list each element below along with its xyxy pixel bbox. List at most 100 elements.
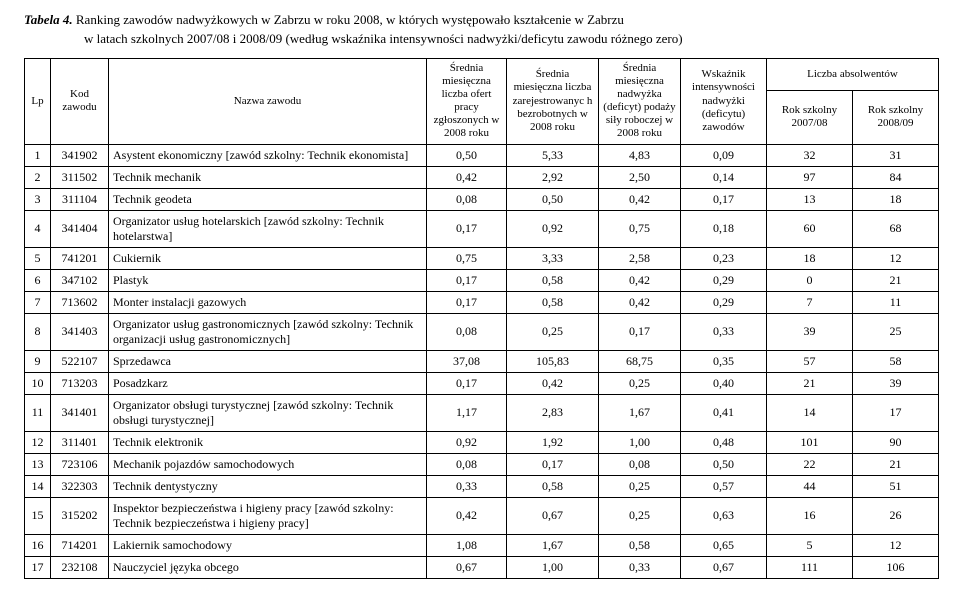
cell-kod: 315202 (51, 497, 109, 534)
cell-name: Cukiernik (109, 247, 427, 269)
cell-value: 0,75 (427, 247, 507, 269)
th-nazwa: Nazwa zawodu (109, 58, 427, 144)
cell-value: 2,92 (507, 166, 599, 188)
cell-value: 0,33 (681, 313, 767, 350)
th-abs-0809: Rok szkolny 2008/09 (853, 91, 939, 145)
cell-kod: 341401 (51, 394, 109, 431)
cell-name: Inspektor bezpieczeństwa i higieny pracy… (109, 497, 427, 534)
cell-value: 0,17 (427, 291, 507, 313)
cell-lp: 9 (25, 350, 51, 372)
table-row: 3311104Technik geodeta0,080,500,420,1713… (25, 188, 939, 210)
cell-value: 0,17 (599, 313, 681, 350)
cell-value: 26 (853, 497, 939, 534)
cell-lp: 17 (25, 556, 51, 578)
table-row: 2311502Technik mechanik0,422,922,500,149… (25, 166, 939, 188)
cell-value: 3,33 (507, 247, 599, 269)
cell-value: 101 (767, 431, 853, 453)
cell-value: 16 (767, 497, 853, 534)
th-ofert: Średnia miesięczna liczba ofert pracy zg… (427, 58, 507, 144)
cell-value: 90 (853, 431, 939, 453)
cell-name: Organizator obsługi turystycznej [zawód … (109, 394, 427, 431)
cell-value: 0,33 (427, 475, 507, 497)
cell-lp: 14 (25, 475, 51, 497)
cell-lp: 11 (25, 394, 51, 431)
cell-lp: 6 (25, 269, 51, 291)
cell-kod: 713602 (51, 291, 109, 313)
cell-name: Organizator usług hotelarskich [zawód sz… (109, 210, 427, 247)
cell-kod: 714201 (51, 534, 109, 556)
ranking-table: Lp Kod zawodu Nazwa zawodu Średnia miesi… (24, 58, 939, 579)
cell-value: 0,75 (599, 210, 681, 247)
cell-value: 31 (853, 144, 939, 166)
table-row: 15315202Inspektor bezpieczeństwa i higie… (25, 497, 939, 534)
cell-value: 0,17 (427, 372, 507, 394)
cell-lp: 10 (25, 372, 51, 394)
cell-value: 0,29 (681, 269, 767, 291)
cell-value: 0,23 (681, 247, 767, 269)
cell-kod: 723106 (51, 453, 109, 475)
cell-value: 1,67 (599, 394, 681, 431)
cell-lp: 16 (25, 534, 51, 556)
cell-value: 0,33 (599, 556, 681, 578)
cell-value: 0,42 (427, 497, 507, 534)
cell-value: 0,58 (599, 534, 681, 556)
cell-lp: 13 (25, 453, 51, 475)
cell-lp: 1 (25, 144, 51, 166)
cell-lp: 12 (25, 431, 51, 453)
cell-value: 17 (853, 394, 939, 431)
cell-value: 105,83 (507, 350, 599, 372)
cell-value: 84 (853, 166, 939, 188)
cell-value: 0,50 (681, 453, 767, 475)
table-row: 16714201Lakiernik samochodowy1,081,670,5… (25, 534, 939, 556)
cell-value: 0,41 (681, 394, 767, 431)
cell-value: 0,17 (681, 188, 767, 210)
cell-kod: 341404 (51, 210, 109, 247)
cell-name: Technik mechanik (109, 166, 427, 188)
cell-value: 57 (767, 350, 853, 372)
cell-value: 22 (767, 453, 853, 475)
cell-kod: 741201 (51, 247, 109, 269)
cell-value: 21 (853, 269, 939, 291)
cell-value: 2,58 (599, 247, 681, 269)
cell-value: 0,67 (427, 556, 507, 578)
cell-value: 97 (767, 166, 853, 188)
caption-prefix: Tabela 4. (24, 12, 76, 27)
cell-value: 0,92 (427, 431, 507, 453)
cell-kod: 311502 (51, 166, 109, 188)
cell-name: Nauczyciel języka obcego (109, 556, 427, 578)
cell-name: Technik dentystyczny (109, 475, 427, 497)
cell-value: 0,25 (507, 313, 599, 350)
th-nadwyzka: Średnia miesięczna nadwyżka (deficyt) po… (599, 58, 681, 144)
cell-value: 51 (853, 475, 939, 497)
cell-value: 0,42 (599, 188, 681, 210)
cell-kod: 347102 (51, 269, 109, 291)
cell-value: 0,50 (507, 188, 599, 210)
cell-value: 0,35 (681, 350, 767, 372)
cell-value: 7 (767, 291, 853, 313)
cell-value: 21 (853, 453, 939, 475)
cell-value: 21 (767, 372, 853, 394)
cell-value: 11 (853, 291, 939, 313)
cell-value: 2,50 (599, 166, 681, 188)
table-row: 4341404Organizator usług hotelarskich [z… (25, 210, 939, 247)
cell-value: 0,50 (427, 144, 507, 166)
cell-value: 1,08 (427, 534, 507, 556)
cell-lp: 5 (25, 247, 51, 269)
cell-kod: 311401 (51, 431, 109, 453)
cell-value: 0,42 (599, 269, 681, 291)
cell-name: Plastyk (109, 269, 427, 291)
th-absolwenci: Liczba absolwentów (767, 58, 939, 90)
cell-value: 68,75 (599, 350, 681, 372)
cell-value: 37,08 (427, 350, 507, 372)
cell-lp: 8 (25, 313, 51, 350)
th-wskaznik: Wskaźnik intensywności nadwyżki (deficyt… (681, 58, 767, 144)
cell-value: 0,67 (507, 497, 599, 534)
cell-value: 32 (767, 144, 853, 166)
table-row: 13723106Mechanik pojazdów samochodowych0… (25, 453, 939, 475)
cell-kod: 713203 (51, 372, 109, 394)
cell-name: Organizator usług gastronomicznych [zawó… (109, 313, 427, 350)
table-row: 6347102Plastyk0,170,580,420,29021 (25, 269, 939, 291)
cell-value: 13 (767, 188, 853, 210)
table-caption: Tabela 4. Ranking zawodów nadwyżkowych w… (24, 12, 936, 28)
th-lp: Lp (25, 58, 51, 144)
